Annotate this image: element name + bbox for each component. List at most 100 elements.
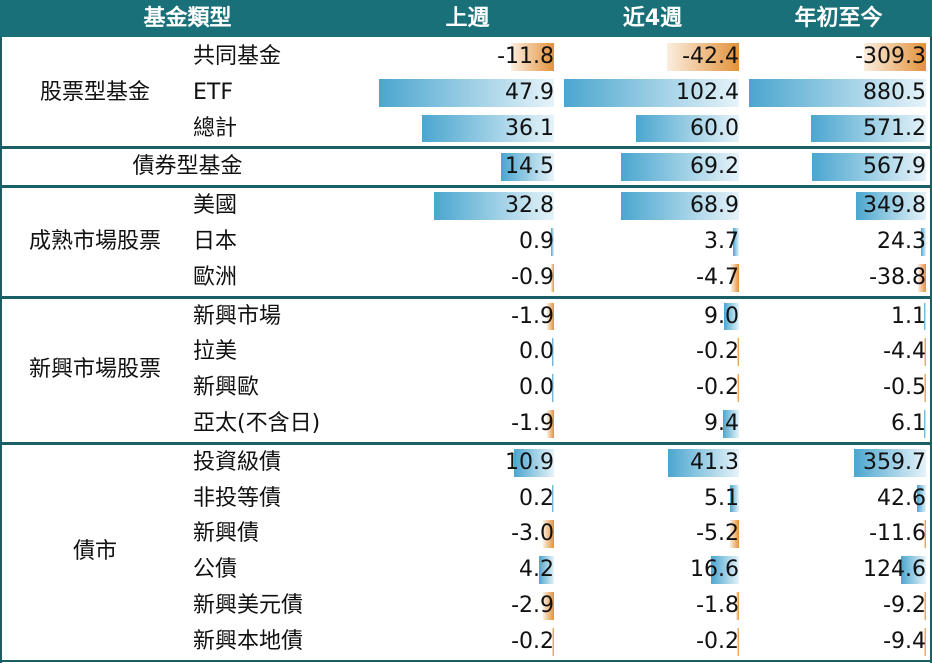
data-label: -5.2 [696,521,739,547]
value-cell: 47.9 [375,75,558,111]
data-bar [550,228,554,256]
value-cell: 359.7 [745,445,930,481]
table-row: 新興美元債 -2.9 -1.8 -9.2 [0,588,932,624]
row-label: 新興市場 [193,303,282,329]
data-bar [924,302,926,331]
table-row: 新興歐 0.0 -0.2 -0.5 [0,370,932,406]
data-bar [730,263,739,292]
value-cell: -1.8 [560,588,743,624]
data-bar [918,263,926,292]
data-label: -0.2 [511,628,554,654]
data-label: -1.9 [511,303,554,329]
data-bar [722,410,739,438]
value-cell: 102.4 [560,75,743,111]
value-cell: -4.7 [560,260,743,296]
data-bar [855,192,926,220]
value-cell: 9.4 [560,406,743,442]
data-bar [510,43,554,71]
data-bar [924,592,926,620]
row-label: 總計 [193,115,238,141]
data-label: -11.8 [497,44,554,69]
value-cell: 1.1 [745,299,930,335]
row-label: 新興債 [193,521,260,547]
value-cell: 567.9 [745,149,930,185]
data-label: -4.7 [696,264,739,290]
data-label: -309.3 [855,44,926,69]
data-bar [730,484,739,513]
value-cell: 349.8 [745,188,930,224]
data-label: -0.2 [696,628,739,654]
data-label: -42.4 [682,44,739,69]
data-bar [710,556,739,584]
value-cell: 3.7 [560,224,743,260]
data-label: 9.0 [704,303,739,329]
value-cell: 124.6 [745,552,930,588]
value-cell: -0.5 [745,370,930,406]
value-cell: -2.9 [375,588,558,624]
value-cell: 0.9 [375,224,558,260]
data-bar [552,338,554,367]
data-bar [737,627,739,656]
data-label: 349.8 [863,193,926,219]
data-label: 42.6 [877,485,926,511]
data-bar [924,627,926,656]
data-label: 36.1 [505,115,554,141]
table-row: 新興債 -3.0 -5.2 -11.6 [0,516,932,552]
data-label: 69.2 [690,154,739,180]
value-cell: -5.2 [560,516,743,552]
data-label: 9.4 [704,411,739,436]
value-cell: -42.4 [560,39,743,75]
data-label: 0.0 [519,339,554,365]
value-cell: 42.6 [745,481,930,517]
row-label: 新興歐 [193,375,260,401]
data-label: 3.7 [704,229,739,254]
row-label: 亞太(不含日) [193,411,321,436]
data-bar [379,78,554,107]
data-label: 1.1 [891,303,926,329]
data-label: 16.6 [690,557,739,583]
group-label: 股票型基金 [39,79,150,105]
data-label: -0.2 [696,339,739,365]
data-bar [732,228,739,256]
value-cell: 880.5 [745,75,930,111]
data-label: 567.9 [863,154,926,180]
data-label: -9.4 [883,628,926,654]
data-bar [921,228,926,256]
data-label: 102.4 [676,79,739,105]
value-cell: -0.2 [375,624,558,660]
data-bar [514,448,554,477]
table-border-left [0,37,2,663]
group-label: 新興市場股票 [28,357,161,383]
table-row: 非投等債 0.2 5.1 42.6 [0,481,932,517]
data-bar [811,153,926,182]
value-cell: -1.9 [375,299,558,335]
header-week: 上週 [445,6,490,31]
data-label: 24.3 [877,229,926,254]
table-row: 日本 0.9 3.7 24.3 [0,224,932,260]
data-bar [811,114,926,143]
row-label: 日本 [193,229,238,254]
value-cell: 10.9 [375,445,558,481]
value-cell: -4.4 [745,334,930,370]
value-cell: 6.1 [745,406,930,442]
data-bar [924,374,926,402]
value-cell: -11.6 [745,516,930,552]
data-label: -0.9 [511,264,554,290]
table-row: 共同基金 -11.8 -42.4 -309.3 [0,39,932,75]
data-bar [552,627,554,656]
data-label: -4.4 [883,339,926,365]
data-label: 0.0 [519,375,554,401]
value-cell: 69.2 [560,149,743,185]
data-bar [501,153,554,182]
value-cell: 16.6 [560,552,743,588]
data-bar [552,374,554,402]
table-row: 新興本地債 -0.2 -0.2 -9.4 [0,624,932,660]
value-cell: -0.2 [560,334,743,370]
data-label: 47.9 [505,79,554,105]
data-label: 880.5 [863,79,926,105]
data-bar [737,338,739,367]
data-bar [863,43,926,71]
data-bar [543,520,554,549]
data-label: 60.0 [690,115,739,141]
row-label: 共同基金 [193,44,282,69]
